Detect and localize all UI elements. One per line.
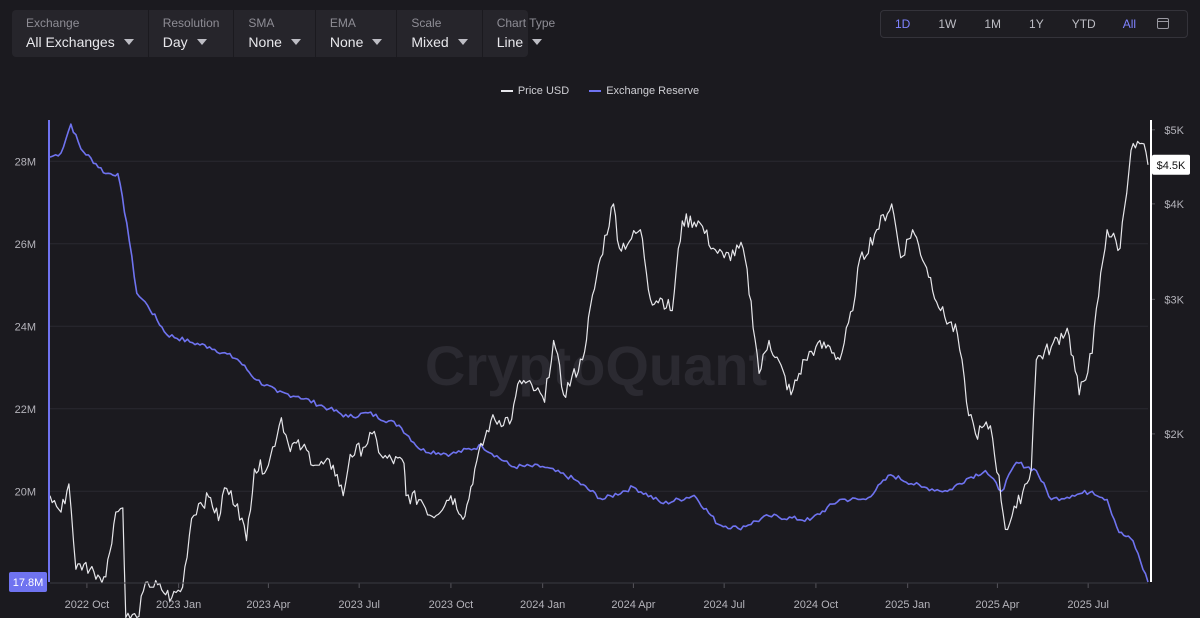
y-left-tick-label: 24M (15, 321, 36, 333)
current-reserve-badge (9, 572, 47, 592)
legend-item-reserve[interactable]: Exchange Reserve (589, 85, 699, 97)
y-left-tick-label: 28M (15, 156, 36, 168)
chevron-down-icon (123, 39, 134, 45)
x-tick-label: 2024 Oct (794, 599, 839, 611)
y-right-tick-label: $5K (1164, 125, 1184, 137)
x-tick-label: 2022 Oct (65, 599, 110, 611)
y-right-tick-label: $3K (1164, 294, 1184, 306)
range-ytd-button[interactable]: YTD (1071, 17, 1096, 31)
sma-dropdown[interactable]: SMA None (233, 10, 314, 57)
range-1m-button[interactable]: 1M (984, 17, 1002, 31)
range-1y-button[interactable]: 1Y (1029, 17, 1044, 31)
chevron-down-icon (532, 39, 543, 45)
sma-dropdown-value: None (248, 34, 282, 50)
current-price-badge (1152, 154, 1190, 175)
exchange-dropdown[interactable]: Exchange All Exchanges (12, 10, 148, 57)
watermark: CryptoQuant (425, 334, 767, 397)
x-tick-label: 2025 Jan (885, 599, 930, 611)
range-all-button[interactable]: All (1122, 17, 1137, 31)
series-line-price-usd (49, 140, 1149, 618)
sma-dropdown-label: SMA (248, 16, 275, 30)
resolution-dropdown-value: Day (162, 34, 188, 50)
resolution-dropdown[interactable]: Resolution Day (147, 10, 234, 57)
legend-swatch-reserve (589, 90, 602, 92)
range-1w-button[interactable]: 1W (938, 17, 957, 31)
legend-swatch-price (500, 90, 513, 92)
y-right-tick-label: $4K (1164, 199, 1184, 211)
x-tick-label: 2024 Jan (520, 599, 565, 611)
y-left-tick-label: 26M (15, 239, 36, 251)
chevron-down-icon (457, 39, 468, 45)
calendar-icon[interactable] (1157, 18, 1169, 29)
chart-type-dropdown-label: Chart Type (496, 16, 556, 30)
current-price-label: $4.5K (1157, 160, 1186, 172)
scale-dropdown[interactable]: Scale Mixed (396, 10, 481, 57)
series-line-exchange-reserve (49, 123, 1149, 583)
x-tick-label: 2023 Jul (338, 599, 380, 611)
x-tick-label: 2023 Apr (246, 599, 290, 611)
current-reserve-label: 17.8M (13, 577, 44, 589)
exchange-dropdown-label: Exchange (26, 16, 80, 30)
x-tick-label: 2023 Jan (156, 599, 201, 611)
grid-lines (50, 160, 1148, 492)
chart-type-dropdown-value: Line (496, 34, 524, 50)
ema-dropdown-label: EMA (329, 16, 356, 30)
chart-legend: Price USD Exchange Reserve (0, 85, 1200, 97)
x-tick-label: 2025 Jul (1067, 599, 1109, 611)
chart-controls-toolbar: Exchange All Exchanges Resolution Day SM… (12, 10, 555, 57)
chevron-down-icon (372, 39, 383, 45)
time-range-selector: 1D 1W 1M 1Y YTD All (880, 10, 1188, 38)
y-left-tick-label: 22M (15, 404, 36, 416)
chevron-down-icon (290, 39, 301, 45)
ema-dropdown[interactable]: EMA None (314, 10, 396, 57)
series-lines (49, 123, 1149, 618)
scale-dropdown-label: Scale (411, 16, 442, 30)
legend-label-reserve: Exchange Reserve (606, 85, 700, 97)
range-1d-button[interactable]: 1D (895, 17, 911, 31)
ema-dropdown-value: None (329, 34, 364, 50)
resolution-dropdown-label: Resolution (162, 16, 220, 30)
y-right-tick-label: $2K (1164, 429, 1184, 441)
x-tick-label: 2024 Apr (611, 599, 655, 611)
x-tick-label: 2025 Apr (975, 599, 1019, 611)
axes: 20M 22M 24M 26M 28M 2022 Oct 2023 Jan 2023 Apr 2… (9, 120, 1190, 611)
scale-dropdown-value: Mixed (411, 34, 449, 50)
chevron-down-icon (196, 39, 207, 45)
y-left-tick-label: 20M (15, 486, 36, 498)
x-tick-label: 2023 Oct (429, 599, 474, 611)
legend-item-price[interactable]: Price USD (500, 85, 570, 97)
exchange-dropdown-value: All Exchanges (26, 34, 115, 50)
legend-label-price: Price USD (517, 85, 570, 97)
chart-type-dropdown[interactable]: Chart Type Line (481, 10, 569, 57)
x-tick-label: 2024 Jul (703, 599, 745, 611)
